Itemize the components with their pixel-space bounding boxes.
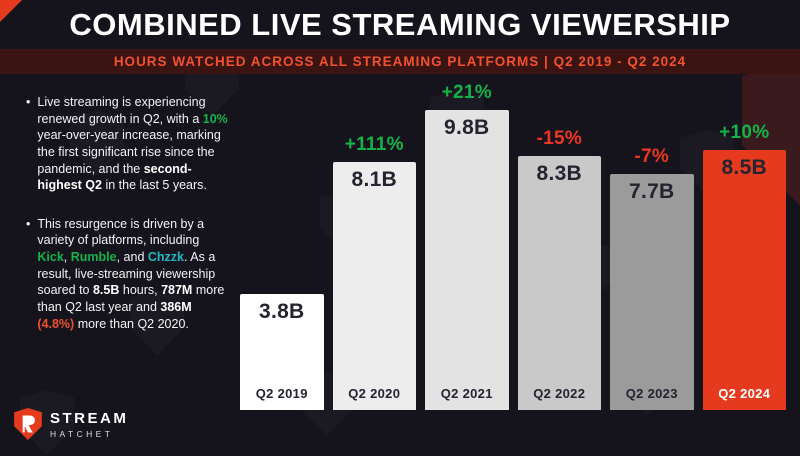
page-title: COMBINED LIVE STREAMING VIEWERSHIP (69, 7, 731, 42)
pct-change-label: +111% (344, 134, 404, 155)
pct-change-label: +21% (441, 82, 492, 103)
bar-column: +10% 8.5B Q2 2024 (702, 122, 786, 410)
text-segment: , and (116, 250, 148, 264)
bullet-dot: • (26, 95, 31, 109)
logo-line-1: STREAM (50, 409, 129, 427)
text-segment: in the last 5 years. (101, 178, 207, 193)
bar-value-label: 8.5B (721, 156, 768, 179)
text-segment: 386M (160, 299, 192, 314)
bar: 8.5B Q2 2024 (702, 150, 786, 410)
insight-bullet-2: • This resurgence is driven by a variety… (26, 216, 230, 332)
text-segment: Kick (37, 250, 64, 264)
text-segment: Rumble (70, 250, 117, 264)
text-segment: hours, (119, 283, 162, 298)
bar-value-label: 9.8B (443, 116, 490, 139)
bullet-dot: • (26, 216, 31, 231)
insights-panel: • Live streaming is experiencing renewed… (26, 94, 230, 354)
bar-category-label: Q2 2023 (625, 386, 678, 401)
pct-change-label: -7% (634, 146, 670, 167)
text-segment: 8.5B (92, 283, 120, 298)
bar-column: -7% 7.7B Q2 2023 (610, 146, 694, 410)
bar-column: -15% 8.3B Q2 2022 (517, 128, 601, 410)
bar-category-label: Q2 2020 (348, 386, 401, 401)
text-segment: more than Q2 2020. (74, 316, 189, 331)
bar-category-label: Q2 2024 (718, 386, 771, 401)
text-segment: 10% (202, 111, 228, 126)
bar-column: +21% 9.8B Q2 2021 (425, 82, 509, 410)
insight-text-1: Live streaming is experiencing renewed g… (37, 94, 230, 194)
text-segment: 787M (161, 283, 193, 298)
bar-value-label: 7.7B (628, 180, 675, 203)
logo-line-2: HATCHET (50, 428, 114, 439)
logo-shield-icon (14, 408, 42, 440)
insight-text-2: This resurgence is driven by a variety o… (37, 216, 230, 332)
bar-column: 3.8B Q2 2019 (240, 294, 324, 410)
bar-column: +111% 8.1B Q2 2020 (332, 134, 416, 410)
bar-category-label: Q2 2019 (255, 386, 308, 401)
bar-value-label: 8.1B (351, 168, 398, 191)
bar: 8.1B Q2 2020 (332, 162, 416, 410)
text-segment: more than Q2 last year and (37, 283, 225, 314)
bar: 9.8B Q2 2021 (425, 110, 509, 410)
bar: 7.7B Q2 2023 (610, 174, 694, 410)
text-segment: , (63, 250, 71, 264)
bar-category-label: Q2 2022 (533, 386, 586, 401)
page-subtitle: HOURS WATCHED ACROSS ALL STREAMING PLATF… (113, 54, 687, 69)
text-segment: second-highest Q2 (37, 161, 192, 193)
pct-change-label: -15% (536, 128, 583, 149)
stream-hatchet-logo: STREAM HATCHET (14, 408, 128, 440)
text-segment: (4.8%) (37, 316, 75, 331)
text-segment: Live streaming is experiencing renewed g… (37, 95, 206, 126)
text-segment: year-over-year increase, marking the fir… (37, 128, 221, 176)
bar: 3.8B Q2 2019 (240, 294, 324, 410)
insight-bullet-1: • Live streaming is experiencing renewed… (26, 94, 230, 194)
bar-chart: 3.8B Q2 2019 +111% 8.1B Q2 2020 +21% 9.8B Q2 20… (240, 82, 786, 410)
bar-value-label: 8.3B (536, 162, 583, 185)
text-segment: This resurgence is driven by a variety o… (37, 216, 205, 248)
text-segment: Chzzk (147, 250, 184, 264)
bar-category-label: Q2 2021 (440, 386, 493, 401)
pct-change-label: +10% (719, 122, 770, 143)
bar-value-label: 3.8B (258, 300, 305, 323)
subtitle-band: HOURS WATCHED ACROSS ALL STREAMING PLATF… (0, 49, 800, 74)
bar: 8.3B Q2 2022 (517, 156, 601, 410)
logo-text: STREAM HATCHET (50, 410, 128, 439)
text-segment: . As a result, live-streaming viewership… (37, 250, 216, 298)
